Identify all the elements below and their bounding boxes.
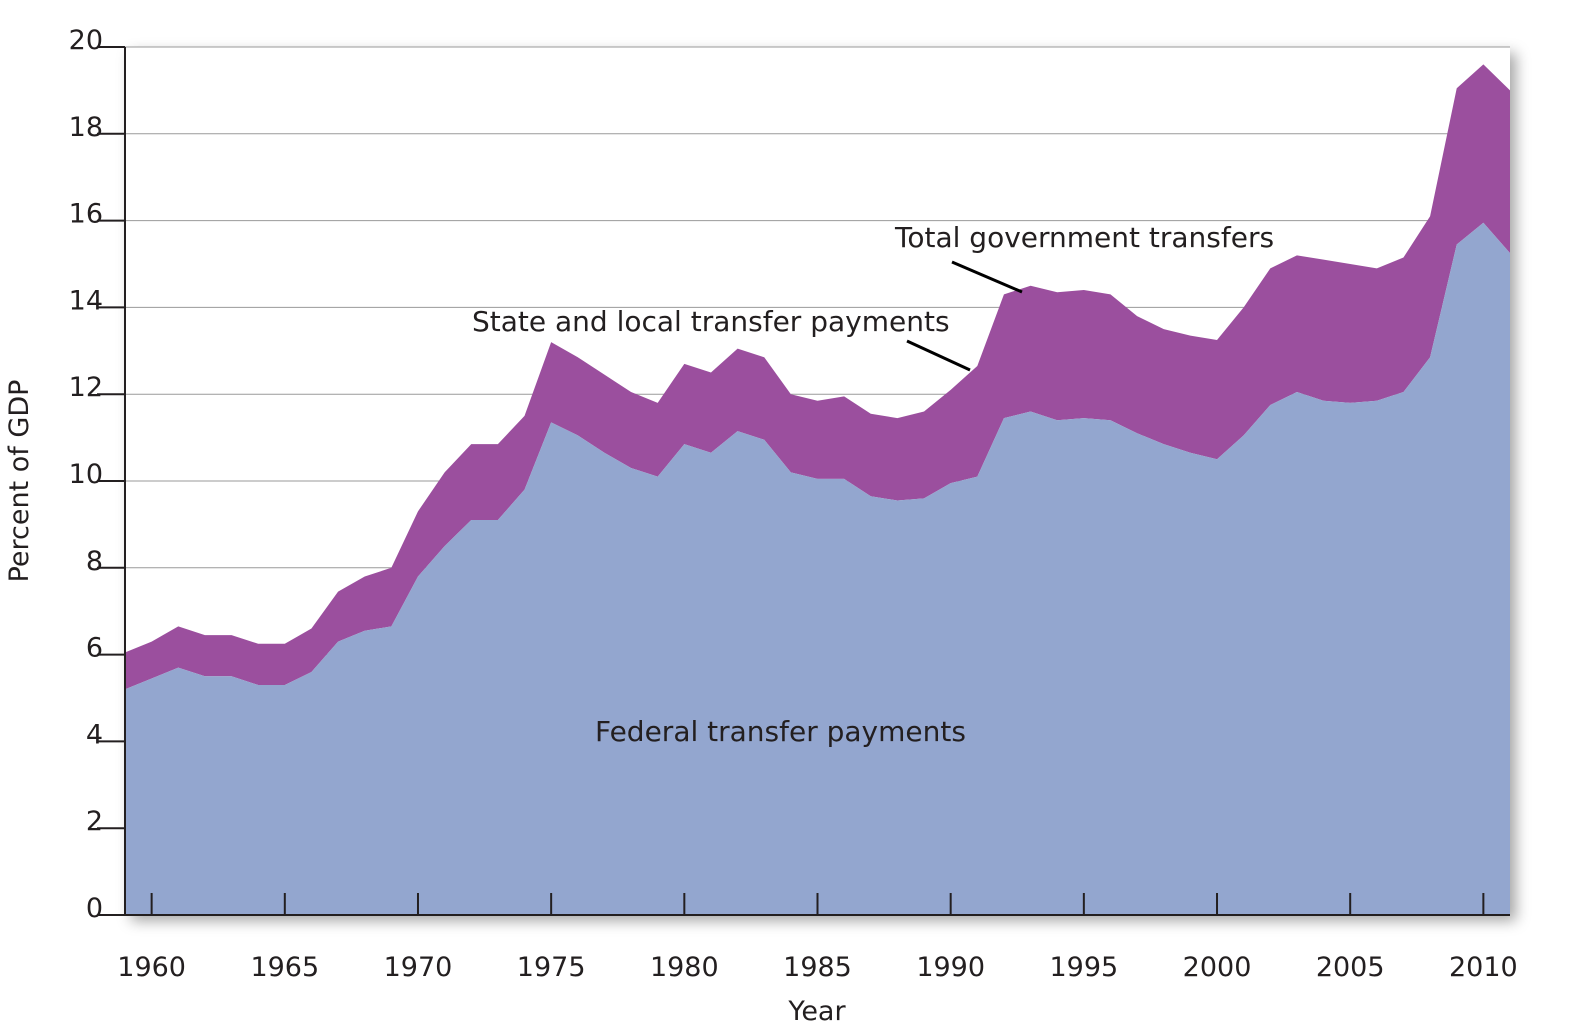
y-tick-label: 18 — [69, 112, 103, 143]
total-transfers-label: Total government transfers — [894, 221, 1274, 254]
x-tick-label: 1970 — [384, 952, 453, 983]
state-local-transfers-area — [125, 64, 1510, 690]
y-tick-label: 16 — [69, 199, 103, 230]
x-tick-label: 1990 — [916, 952, 985, 983]
federal-label: Federal transfer payments — [595, 715, 966, 748]
total-transfers-leader-line — [951, 260, 1023, 294]
y-tick-label: 12 — [69, 372, 103, 403]
y-tick-label: 10 — [69, 459, 103, 490]
federal-transfers-area — [125, 222, 1510, 915]
x-tick-label: 1975 — [517, 952, 586, 983]
y-tick-label: 4 — [86, 719, 103, 750]
y-tick-label: 6 — [86, 633, 103, 664]
x-axis-ticks: 1960 1965 1970 1975 1980 1985 1990 1995 2000 2005… — [117, 893, 1518, 983]
x-tick-label: 1965 — [250, 952, 319, 983]
y-tick-label: 8 — [86, 546, 103, 577]
y-tick-label: 14 — [69, 285, 103, 316]
y-tick-label: 20 — [69, 25, 103, 56]
state-local-leader-line — [906, 339, 971, 372]
x-axis-title: Year — [787, 996, 846, 1027]
x-tick-label: 2005 — [1316, 952, 1385, 983]
x-tick-label: 1960 — [117, 952, 186, 983]
x-tick-label: 1995 — [1049, 952, 1118, 983]
state-local-label: State and local transfer payments — [472, 305, 950, 338]
y-axis-ticks: 0 2 4 6 8 10 12 14 16 18 20 — [69, 25, 125, 924]
x-tick-label: 2000 — [1183, 952, 1252, 983]
x-tick-label: 2010 — [1449, 952, 1518, 983]
x-tick-label: 1985 — [783, 952, 852, 983]
y-tick-label: 2 — [86, 806, 103, 837]
y-tick-label: 0 — [86, 893, 103, 924]
x-tick-label: 1980 — [650, 952, 719, 983]
y-axis-title: Percent of GDP — [4, 380, 35, 583]
